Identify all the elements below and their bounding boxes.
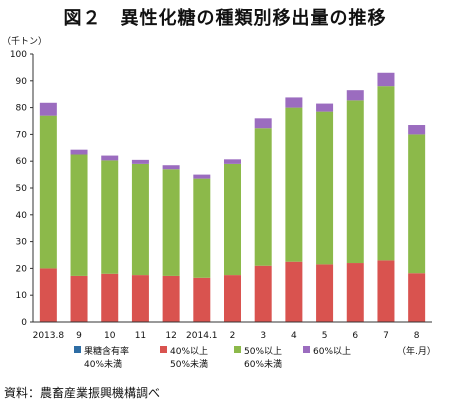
bar-segment-3-10: [346, 90, 364, 101]
chart-title: 図２ 異性化糖の種類別移出量の推移: [63, 8, 387, 29]
bar-segment-3-5: [193, 174, 211, 179]
legend-label-2: 60%未満: [244, 358, 282, 370]
legend-label-0: 果糖含有率: [84, 345, 129, 357]
x-axis-unit-label: （年.月）: [397, 345, 436, 357]
bar-segment-2-12: [408, 134, 426, 274]
y-tick-label: 40: [16, 211, 28, 221]
y-tick-labels: 0 10 20 30 40 50 60 70 80 90 100: [10, 50, 27, 328]
bar-segment-1-9: [316, 264, 334, 322]
bar-segment-2-3: [131, 163, 149, 276]
x-tick-labels: 2013.8 9 10 11 12 2014.1 2 3 4 5 6 7 8: [33, 331, 420, 341]
y-tick-label: 20: [16, 264, 28, 274]
y-tick-label: 30: [16, 238, 28, 248]
y-tick-label: 10: [16, 291, 28, 301]
bar-segment-1-10: [346, 263, 364, 322]
bar-segment-1-11: [377, 260, 395, 322]
bar-segment-3-12: [408, 125, 426, 135]
x-tick-label: 7: [383, 331, 389, 341]
bar-segment-3-3: [131, 159, 149, 164]
bar-segment-3-6: [224, 159, 241, 164]
legend-swatch-3: [303, 346, 310, 353]
legend-label-0: 40%未満: [84, 358, 122, 370]
x-tick-label: 8: [414, 331, 420, 341]
bar-segment-3-4: [162, 165, 180, 170]
bar-segment-2-5: [193, 178, 211, 278]
bar-segment-2-8: [285, 107, 303, 262]
legend-label-2: 50%以上: [244, 346, 282, 357]
bar-segment-3-1: [70, 149, 88, 155]
bar-segment-2-9: [316, 111, 334, 265]
x-tick-label: 11: [135, 331, 146, 341]
x-tick-label: 2014.1: [186, 331, 218, 341]
bar-segment-1-0: [39, 268, 57, 322]
y-tick-label: 60: [16, 157, 28, 167]
bar-segment-2-7: [254, 128, 272, 266]
bar-segment-1-3: [131, 275, 149, 322]
axes: [30, 53, 432, 323]
bar-segment-1-2: [101, 273, 119, 322]
bar-segment-2-10: [346, 100, 364, 264]
bar-segment-1-5: [193, 277, 211, 322]
bar-segment-1-7: [254, 265, 272, 322]
bar-segment-2-2: [101, 160, 119, 274]
x-tick-label: 10: [104, 331, 116, 341]
bar-segment-1-1: [70, 275, 88, 322]
bar-segment-2-0: [39, 115, 57, 269]
bar-segment-3-2: [101, 155, 119, 161]
y-tick-label: 50: [16, 184, 28, 194]
bar-segment-3-7: [254, 118, 272, 129]
legend-label-1: 50%未満: [170, 358, 208, 370]
x-tick-label: 9: [76, 331, 82, 341]
bar-segment-1-8: [285, 261, 303, 322]
source-note: 資料：農畜産業振興機構調べ: [4, 386, 161, 400]
y-tick-label: 90: [16, 77, 28, 87]
y-tick-label: 70: [16, 130, 28, 140]
legend-swatch-1: [160, 346, 167, 353]
bar-segment-2-6: [224, 163, 241, 276]
bar-segment-3-0: [39, 102, 57, 116]
legend-label-3: 60%以上: [313, 346, 351, 357]
x-tick-label: 4: [291, 331, 297, 341]
bar-segment-1-12: [408, 273, 426, 322]
legend-swatch-2: [234, 346, 241, 353]
x-tick-label: 5: [322, 331, 328, 341]
bar-segment-2-11: [377, 86, 395, 261]
bar-segment-3-9: [316, 103, 334, 112]
bar-group: [39, 72, 426, 322]
y-axis-unit-label: （千トン）: [2, 36, 47, 47]
x-tick-label: 6: [352, 331, 358, 341]
y-tick-label: 100: [10, 50, 27, 60]
legend-swatch-0: [74, 346, 81, 353]
bar-segment-2-4: [162, 169, 180, 276]
bar-segment-1-6: [224, 275, 241, 322]
y-tick-label: 80: [16, 104, 28, 114]
y-tick-label: 0: [21, 318, 27, 328]
x-tick-label: 2013.8: [33, 331, 65, 341]
bar-segment-1-4: [162, 275, 180, 322]
bar-segment-2-1: [70, 154, 88, 276]
x-tick-label: 12: [165, 331, 176, 341]
x-tick-label: 3: [260, 331, 266, 341]
bar-segment-3-8: [285, 97, 303, 108]
x-tick-label: 2: [230, 331, 236, 341]
bar-segment-3-11: [377, 72, 395, 87]
legend-label-1: 40%以上: [170, 346, 208, 357]
